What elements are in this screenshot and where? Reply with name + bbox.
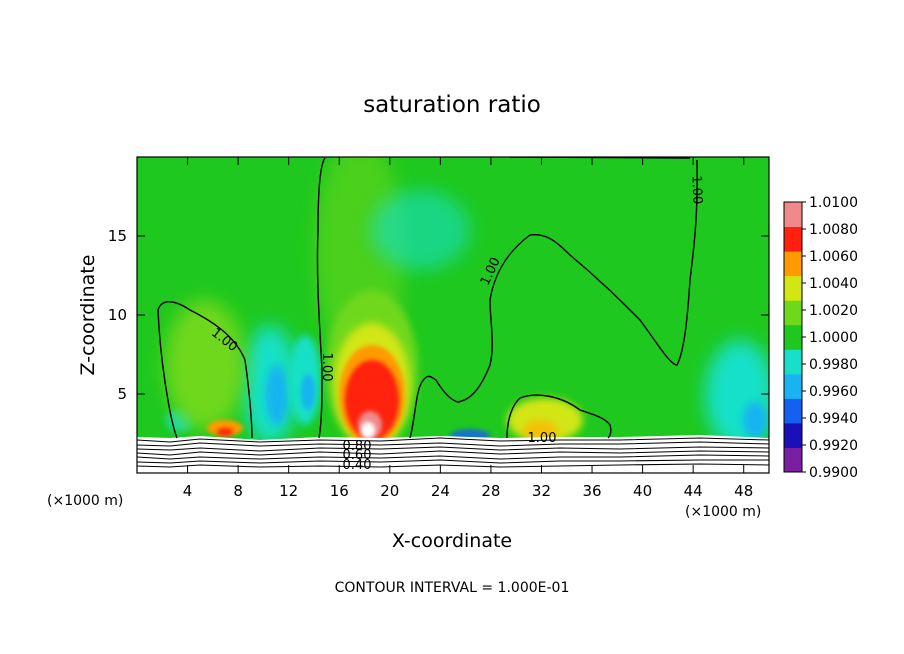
colorbar-swatch [784,251,802,277]
y-tick-label: 5 [117,385,127,403]
colorbar-swatch [784,398,802,424]
subsaturated-patch [370,190,470,270]
x-axis-ticks: 4 8 12 16 20 24 28 32 36 40 44 48 [183,157,753,500]
moist-patch [522,421,558,439]
colorbar: 1.0100 1.0080 1.0060 1.0040 1.0020 1.0000 0.99… [783,195,858,481]
y-tick-label: 10 [108,306,127,324]
contour-interval-note: CONTOUR INTERVAL = 1.000E-01 [335,580,570,596]
colorbar-swatch [784,202,802,228]
colorbar-label: 1.0080 [809,222,858,238]
subsaturated-band [705,340,769,450]
colorbar-label: 1.0000 [809,330,858,346]
colorbar-swatch [784,422,802,448]
core-red [345,360,399,440]
colorbar-swatch [784,226,802,252]
y-axis-label: Z-coordinate [77,255,99,376]
x-tick-label: 44 [684,482,703,500]
colorbar-label: 0.9920 [809,438,858,454]
colorbar-swatch [784,324,802,350]
subsaturated-band [743,402,767,438]
x-tick-label: 24 [431,482,450,500]
core-white [361,422,375,438]
subsaturated-column [266,365,288,425]
contour-left-dome [157,301,253,439]
contour-label: 0.60 [343,448,372,463]
moist-patch [217,428,233,436]
colorbar-label: 1.0060 [809,249,858,265]
colorbar-swatch [784,275,802,301]
colorbar-label: 1.0100 [809,195,858,211]
contour-label: 1.00 [319,353,334,382]
contour-central-tower [316,157,326,439]
x-tick-label: 40 [633,482,652,500]
subsaturated-column [301,374,315,410]
colorbar-label: 0.9960 [809,384,858,400]
x-tick-label: 20 [380,482,399,500]
field-shading [165,157,769,450]
contour-label: 1.00 [528,431,557,446]
colorbar-swatch [784,447,802,473]
x-tick-label: 36 [582,482,601,500]
heatmap-field [137,157,769,473]
colorbar-label: 0.9980 [809,357,858,373]
x-tick-label: 32 [532,482,551,500]
contour-right-dome [506,394,612,439]
colorbar-label: 1.0040 [809,276,858,292]
colorbar-swatch [784,349,802,375]
x-tick-label: 16 [330,482,349,500]
contour-label: 0.40 [343,458,372,473]
x-unit-left: (×1000 m) [47,493,123,509]
y-axis-ticks: 5 10 15 [108,227,769,403]
x-tick-label: 48 [734,482,753,500]
x-axis-label: X-coordinate [392,530,512,552]
colorbar-label: 1.0020 [809,303,858,319]
ground-contours [137,437,769,468]
y-tick-label: 15 [108,227,127,245]
ground-layer [137,435,769,473]
colorbar-swatch [784,373,802,399]
x-tick-label: 4 [183,482,193,500]
x-unit-right: (×1000 m) [685,504,761,520]
x-tick-label: 28 [481,482,500,500]
x-tick-label: 12 [279,482,298,500]
contour-label: 1.00 [688,175,704,204]
contour-label: 0.80 [343,439,372,454]
contour-right-tower [409,159,698,439]
contour-label-group: 1.00 1.00 1.00 1.00 1.00 0.80 0.60 0.40 [208,175,704,473]
x-tick-label: 8 [233,482,243,500]
colorbar-swatch [784,300,802,326]
chart-title: saturation ratio [363,92,541,118]
colorbar-label: 0.9940 [809,411,858,427]
moist-patch [165,300,245,430]
contour-lines [157,157,698,439]
colorbar-label: 0.9900 [809,465,858,481]
